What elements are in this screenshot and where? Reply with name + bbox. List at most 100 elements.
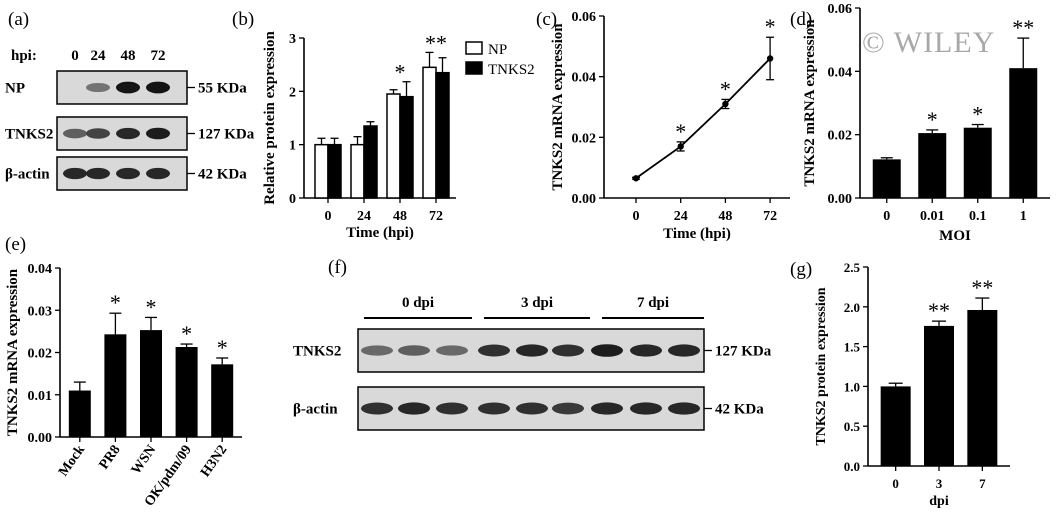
- data-point-48: [722, 100, 729, 108]
- y-axis-label: TNKS2 mRNA expression: [550, 23, 566, 191]
- blot-band-tnks2-4: [516, 344, 548, 357]
- blot-band-actin-0: [361, 402, 393, 415]
- bar-wsn: [140, 330, 162, 437]
- bar-1: [1009, 68, 1038, 199]
- significance-mark: **: [971, 275, 993, 300]
- significance-mark: *: [181, 321, 192, 346]
- x-tick-label: 0: [883, 209, 890, 224]
- y-tick-label: 1.0: [844, 379, 860, 394]
- blot-panel-f: 0 dpi 3 dpi 7 dpi TNKS2 127 KDa β-actin 42 KDa: [293, 295, 772, 431]
- blot-band-actin-6: [591, 402, 623, 415]
- significance-mark: *: [217, 335, 228, 360]
- blot-band-actin-0: [63, 167, 87, 180]
- significance-mark: **: [1012, 15, 1034, 40]
- panel-label-a: (a): [8, 9, 29, 30]
- dpi-group-label: 0 dpi: [402, 295, 434, 311]
- blot-panel-a: hpi: 0 24 48 72 NP 55 KDa TNKS2 127 KDa β-actin 4…: [5, 48, 255, 191]
- y-tick-label: 0.5: [844, 419, 861, 434]
- y-axis-label: TNKS2 mRNA expression: [802, 19, 818, 187]
- x-tick-label: 0: [633, 209, 640, 224]
- bar-0: [880, 386, 911, 466]
- wiley-watermark: © WILEY: [862, 26, 995, 59]
- y-tick-label: 0.00: [572, 192, 597, 207]
- blot-band-actin-3: [146, 167, 170, 180]
- x-tick-label: 72: [429, 209, 443, 224]
- panel-label-d: (d): [790, 9, 812, 30]
- significance-mark: *: [146, 294, 157, 319]
- x-axis-label: MOI: [939, 228, 971, 244]
- panel-label-b: (b): [232, 9, 254, 30]
- x-axis-label: Time (hpi): [346, 225, 414, 241]
- x-tick-label: 0: [325, 209, 332, 224]
- y-tick-label: 0.04: [572, 71, 597, 86]
- significance-mark: *: [110, 290, 121, 315]
- x-tick-label: 1: [1020, 209, 1027, 224]
- blot-size-actin: 42 KDa: [198, 167, 247, 183]
- chart-d: 0.00 0.02 0.04 0.06 TNKS2 mRNA expression MOI…: [802, 2, 1050, 244]
- bar-tnks2-48: [399, 95, 414, 199]
- x-tick-label: 0: [892, 476, 899, 491]
- y-tick-label: 0.04: [28, 262, 53, 277]
- bar-tnks2-24: [363, 125, 378, 199]
- bar-0-01: [918, 133, 947, 198]
- legend-swatch-tnks2: [465, 61, 483, 75]
- panel-label-e: (e): [5, 234, 26, 255]
- bar-np-48: [386, 93, 401, 199]
- y-tick-label: 0.00: [828, 192, 853, 207]
- y-tick-label: 0.06: [572, 10, 597, 25]
- bar-ok-pdm-09: [175, 347, 198, 437]
- blot-band-actin-5: [552, 402, 584, 415]
- y-axis-label: TNKS2 protein expression: [814, 287, 829, 445]
- panel-label-g: (g): [790, 259, 812, 280]
- blot-band-actin-2: [116, 167, 140, 180]
- significance-mark: **: [928, 298, 950, 323]
- x-tick-label: 48: [393, 209, 407, 224]
- y-tick-label: 3: [289, 32, 296, 47]
- blot-size-tnks2: 127 KDa: [198, 127, 255, 143]
- significance-mark: *: [720, 76, 731, 101]
- blot-band-tnks2-8: [668, 344, 700, 357]
- y-tick-label: 0.04: [828, 65, 853, 80]
- bar-np-0: [314, 143, 329, 199]
- x-tick-label: 3: [936, 476, 943, 491]
- blot-row-name-actin: β-actin: [293, 402, 338, 418]
- y-tick-label: 0.02: [28, 347, 53, 362]
- x-tick-label: H3N2: [198, 443, 230, 480]
- blot-size-np: 55 KDa: [198, 81, 247, 97]
- y-tick-label: 2.0: [844, 300, 860, 315]
- blot-band-tnks2-0: [63, 128, 87, 139]
- blot-band-tnks2-2: [436, 345, 468, 356]
- x-tick-label: 72: [763, 209, 777, 224]
- x-tick-label: 7: [979, 476, 986, 491]
- bar-3: [924, 325, 954, 466]
- chart-g: 0.0 0.5 1.0 1.5 2.0 2.5 TNKS2 protein expressi…: [814, 260, 1010, 509]
- y-tick-label: 1.5: [844, 340, 861, 355]
- data-point-72: [766, 55, 774, 62]
- chart-e: 0.00 0.01 0.02 0.03 0.04 TNKS2 mRNA expressio…: [5, 262, 242, 509]
- blot-band-np-2: [116, 81, 140, 94]
- chart-b: 0 1 2 3 Relative protein expression Time (hpi…: [262, 30, 535, 241]
- blot-band-actin-7: [630, 402, 662, 415]
- blot-band-tnks2-0: [361, 345, 393, 356]
- y-tick-label: 0: [289, 192, 296, 207]
- x-tick-label: 0.1: [969, 209, 987, 224]
- blot-band-tnks2-1: [86, 128, 110, 139]
- blot-size-tnks2: 127 KDa: [715, 344, 772, 360]
- legend-label-np: NP: [488, 42, 507, 58]
- blot-band-np-1: [86, 82, 110, 93]
- blot-band-tnks2-2: [116, 127, 140, 140]
- blot-band-actin-3: [478, 402, 510, 415]
- y-tick-label: 0.06: [828, 2, 853, 17]
- bar-0: [872, 159, 901, 198]
- y-tick-label: 0.03: [28, 304, 53, 319]
- dpi-group-label: 7 dpi: [637, 295, 669, 311]
- blot-band-tnks2-7: [630, 344, 662, 357]
- significance-mark: *: [972, 102, 983, 127]
- y-axis-label: TNKS2 mRNA expression: [5, 268, 21, 436]
- y-tick-label: 0.0: [844, 459, 860, 474]
- bar-tnks2-72: [435, 71, 450, 199]
- significance-mark: *: [765, 14, 776, 39]
- bar-np-24: [350, 143, 365, 199]
- y-tick-label: 2.5: [844, 260, 861, 275]
